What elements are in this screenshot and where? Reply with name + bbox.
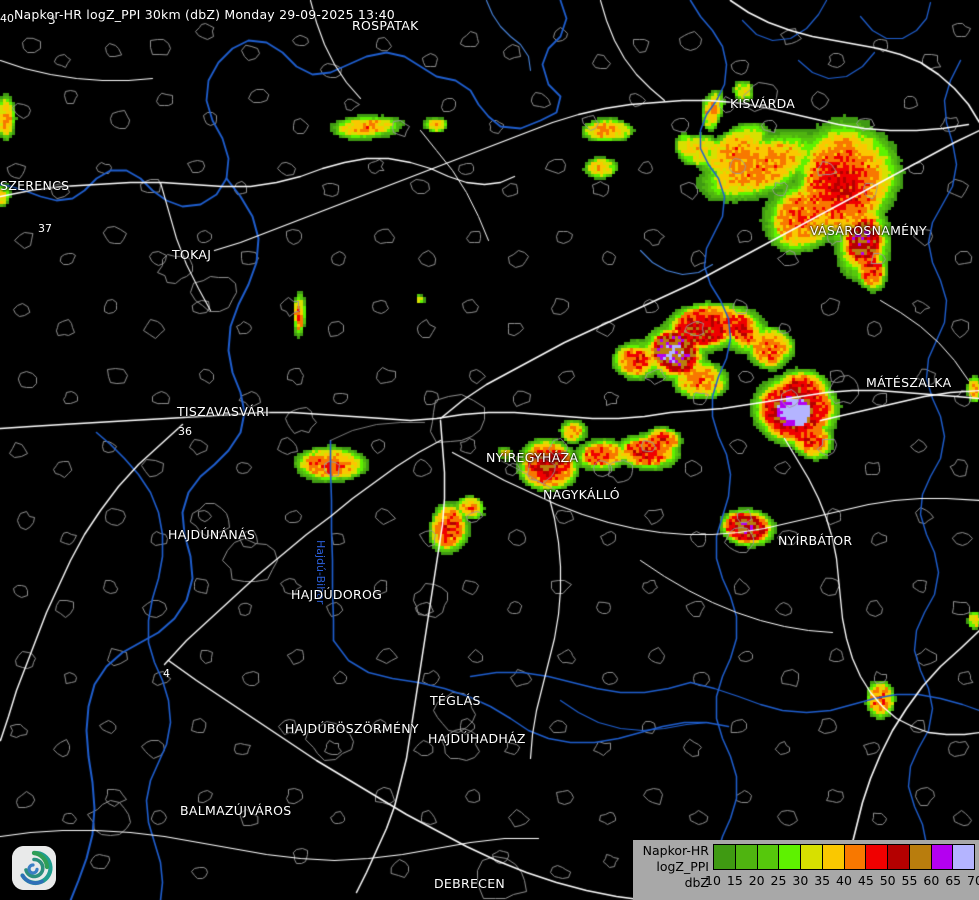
legend-caption-line-2: logZ_PPI xyxy=(656,859,709,874)
legend-tick-label: 10 xyxy=(705,873,721,888)
legend-swatch[interactable] xyxy=(953,845,974,869)
legend-caption-line-3: dbZ xyxy=(684,875,709,890)
legend-swatch[interactable] xyxy=(801,845,823,869)
legend-tick-label: 50 xyxy=(879,873,896,888)
legend-tick-label: 35 xyxy=(814,873,831,888)
legend-swatch[interactable] xyxy=(844,845,867,869)
legend-swatch[interactable] xyxy=(909,845,932,869)
legend-tick-label: 15 xyxy=(726,873,743,888)
legend-swatch[interactable] xyxy=(822,845,845,869)
legend-tick-label: 45 xyxy=(857,873,874,888)
legend-tick-labels: 10 15 20 25 30 35 40 45 50 55 60 65 70 xyxy=(703,873,979,893)
legend-swatch[interactable] xyxy=(779,845,801,869)
legend-swatch[interactable] xyxy=(888,845,910,869)
road-number-label: 36 xyxy=(178,425,192,438)
legend-tick-label: 30 xyxy=(792,873,809,888)
spiral-logo-icon xyxy=(12,846,56,890)
legend-caption-line-1: Napkor-HR xyxy=(642,843,709,858)
legend-tick-label: 55 xyxy=(901,873,918,888)
logo-corner-number: 3 xyxy=(48,13,56,27)
met-service-logo[interactable] xyxy=(12,846,56,890)
legend-tick-label: 25 xyxy=(770,873,787,888)
legend-tick-label: 20 xyxy=(748,873,765,888)
legend-color-scale[interactable] xyxy=(713,844,975,870)
legend-panel[interactable]: Napkor-HR logZ_PPI dbZ 10 15 20 25 30 35 40 45 5… xyxy=(633,840,979,900)
legend-tick-label: 65 xyxy=(945,873,962,888)
legend-swatch[interactable] xyxy=(735,845,758,869)
road-number-label: 37 xyxy=(38,222,52,235)
legend-tick-label: 70 xyxy=(967,873,979,888)
legend-swatch[interactable] xyxy=(866,845,888,869)
river-label: Hajdú-Bihar xyxy=(314,540,327,605)
legend-caption: Napkor-HR logZ_PPI dbZ xyxy=(635,843,709,891)
road-number-label: 4 xyxy=(163,667,170,680)
legend-swatch[interactable] xyxy=(757,845,780,869)
legend-swatch[interactable] xyxy=(931,845,954,869)
legend-swatch[interactable] xyxy=(714,845,736,869)
road-number-label: 40 xyxy=(0,12,14,25)
page-title: Napkor-HR logZ_PPI 30km (dbZ) Monday 29-… xyxy=(14,7,395,22)
legend-tick-label: 40 xyxy=(836,873,852,888)
legend-tick-label: 60 xyxy=(923,873,940,888)
